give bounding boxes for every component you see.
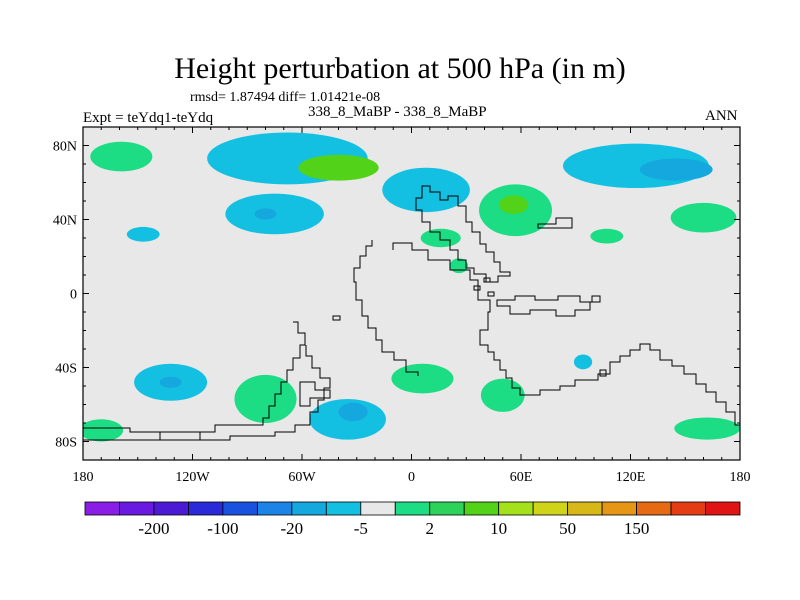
coastline-north-america — [353, 240, 419, 376]
colorbar-bin-2 — [153, 501, 189, 516]
x-tick-label-3: 0 — [408, 470, 415, 485]
field-region-21 — [480, 378, 525, 412]
colorbar-bin-4 — [222, 501, 258, 516]
coastline-south-edge — [83, 427, 201, 441]
y-tick-label-4: 80S — [55, 436, 77, 451]
colorbar-label-4: 2 — [425, 519, 434, 538]
field-region-16 — [159, 376, 182, 388]
colorbar-bin-0 — [84, 501, 120, 516]
experiment-label: Expt = teYdq1-teYdq — [83, 110, 214, 126]
colorbar-bin-15 — [601, 501, 637, 516]
x-tick-label-4: 60E — [510, 470, 533, 485]
field-region-10 — [499, 195, 529, 214]
x-tick-label-5: 120E — [616, 470, 646, 485]
x-tick-label-0: 180 — [73, 470, 94, 485]
x-tick-label-1: 120W — [175, 470, 210, 485]
colorbar-label-7: 150 — [624, 519, 650, 538]
colorbar-bin-16 — [636, 501, 672, 516]
field-region-7 — [420, 228, 461, 248]
coastline-layer — [83, 185, 740, 441]
field-region-4 — [254, 208, 277, 220]
field-region-14 — [670, 202, 737, 233]
field-region-11 — [590, 228, 624, 244]
y-axis: 80N 40N 0 40S 80S — [53, 126, 740, 461]
colorbar-label-3: -5 — [354, 519, 368, 538]
field-region-24 — [674, 417, 740, 440]
coastline-africa — [392, 242, 740, 426]
colorbar-bin-9 — [394, 501, 431, 516]
field-region-19 — [338, 402, 368, 422]
field-region-20 — [391, 363, 454, 394]
field-layer — [83, 132, 740, 442]
colorbar: -200 -100 -20 -5 2 10 50 150 — [84, 501, 741, 538]
chart-title: Height perturbation at 500 hPa (in m) — [174, 52, 626, 85]
x-tick-label-6: 180 — [730, 470, 751, 485]
colorbar-bin-17 — [670, 501, 706, 516]
rmsd-diff-stats: rmsd= 1.87494 diff= 1.01421e-08 — [190, 90, 381, 105]
coastline-india — [496, 295, 601, 317]
field-region-6 — [382, 167, 470, 213]
field-region-0 — [90, 141, 153, 172]
season-label: ANN — [705, 108, 738, 124]
y-tick-label-3: 40S — [55, 362, 77, 377]
colorbar-label-6: 50 — [559, 519, 576, 538]
x-axis: 180 120W 60W 0 60E 120E 180 — [73, 127, 751, 485]
colorbar-bin-10 — [429, 501, 465, 516]
colorbar-bin-1 — [119, 501, 155, 516]
colorbar-bin-7 — [325, 501, 362, 516]
x-tick-label-2: 60W — [288, 470, 316, 485]
field-region-23 — [83, 419, 124, 442]
case-label: 338_8_MaBP - 338_8_MaBP — [308, 104, 487, 120]
y-tick-label-1: 40N — [53, 214, 77, 229]
colorbar-label-1: -100 — [207, 519, 238, 538]
colorbar-label-0: -200 — [138, 519, 169, 538]
colorbar-label-2: -20 — [281, 519, 304, 538]
y-tick-label-2: 0 — [70, 288, 77, 303]
field-region-22 — [573, 354, 593, 370]
field-region-8 — [449, 258, 469, 274]
colorbar-label-5: 10 — [490, 519, 507, 538]
colorbar-bin-5 — [256, 501, 293, 516]
y-tick-label-0: 80N — [53, 140, 77, 155]
field-region-2 — [298, 154, 379, 181]
colorbar-bin-12 — [498, 501, 534, 516]
coastline-lakes — [537, 217, 573, 229]
coastline-islands — [332, 277, 607, 377]
field-region-5 — [126, 226, 160, 242]
colorbar-bin-3 — [188, 501, 224, 516]
colorbar-bin-13 — [532, 501, 569, 516]
field-region-13 — [639, 158, 713, 181]
colorbar-bin-8 — [360, 501, 396, 516]
colorbar-bin-18 — [705, 501, 741, 516]
colorbar-bin-6 — [291, 501, 327, 516]
coastline-patagonia — [299, 381, 331, 407]
colorbar-bin-11 — [463, 501, 500, 516]
colorbar-bin-14 — [567, 501, 603, 516]
coastline-arctic — [415, 185, 511, 283]
